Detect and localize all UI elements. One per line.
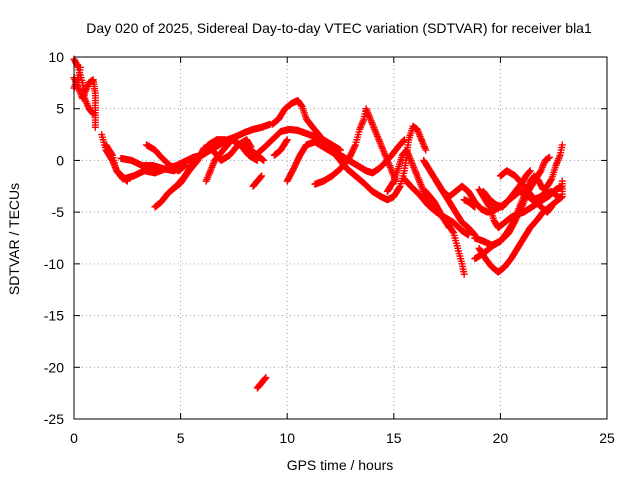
chart-title: Day 020 of 2025, Sidereal Day-to-day VTE… — [86, 20, 592, 36]
data-point — [558, 177, 566, 185]
y-tick-label: -15 — [44, 308, 64, 324]
y-tick-label: -10 — [44, 256, 64, 272]
data-series — [142, 141, 189, 175]
data-series — [249, 172, 266, 190]
data-point — [460, 270, 468, 278]
data-point — [471, 203, 479, 211]
y-tick-label: 10 — [48, 49, 64, 65]
data-point — [445, 224, 453, 232]
data-series — [475, 177, 566, 276]
data-point — [221, 136, 229, 144]
data-point — [545, 153, 553, 161]
data-point — [485, 202, 493, 210]
y-axis-label: SDTVAR / TECUs — [6, 183, 22, 295]
data-point — [445, 223, 453, 231]
data-point — [526, 167, 534, 175]
data-point — [258, 172, 266, 180]
data-point — [282, 137, 290, 145]
y-tick-label: -20 — [44, 359, 64, 375]
data-point — [517, 204, 525, 212]
plot-frame — [73, 56, 608, 420]
data-point — [548, 203, 556, 211]
data-series — [496, 167, 556, 216]
data-series — [270, 136, 291, 159]
data-point — [260, 156, 268, 164]
y-tick-label: -5 — [52, 204, 65, 220]
data-point — [449, 228, 457, 236]
x-tick-label: 10 — [279, 430, 295, 446]
data-point — [257, 173, 265, 181]
data-series — [253, 374, 270, 392]
data-point — [108, 150, 116, 158]
data-point — [422, 146, 430, 154]
x-tick-label: 20 — [493, 430, 509, 446]
data-point — [547, 176, 555, 184]
x-tick-label: 5 — [177, 430, 185, 446]
y-tick-label: 5 — [56, 101, 64, 117]
data-point — [400, 137, 408, 145]
data-point — [283, 136, 291, 144]
data-point — [469, 229, 477, 237]
data-points — [70, 55, 566, 392]
y-tick-label: -25 — [44, 411, 64, 427]
data-point — [399, 137, 407, 145]
data-point — [558, 141, 566, 149]
data-point — [297, 102, 305, 110]
x-tick-label: 25 — [599, 430, 615, 446]
data-point — [464, 231, 472, 239]
data-series — [102, 141, 131, 185]
data-point — [470, 230, 478, 238]
x-axis-label: GPS time / hours — [287, 457, 394, 473]
data-point — [123, 177, 131, 185]
data-point — [261, 374, 269, 382]
data-point — [526, 168, 534, 176]
x-tick-label: 15 — [386, 430, 402, 446]
data-series — [70, 63, 84, 92]
data-point — [389, 178, 397, 186]
data-point — [547, 204, 555, 212]
axis-ticks: 0 5 10 15 20 25 10 5 0 -5 -10 -15 -20 -25 — [44, 49, 615, 446]
data-point — [91, 123, 99, 131]
data-point — [351, 142, 359, 150]
data-series — [422, 187, 453, 232]
y-tick-label: 0 — [56, 152, 64, 168]
data-point — [395, 183, 403, 191]
data-series — [460, 196, 479, 211]
data-series — [337, 122, 430, 204]
data-point — [262, 374, 270, 382]
x-tick-label: 0 — [70, 430, 78, 446]
data-series — [471, 153, 553, 249]
data-point — [181, 162, 189, 170]
data-point — [76, 63, 84, 71]
